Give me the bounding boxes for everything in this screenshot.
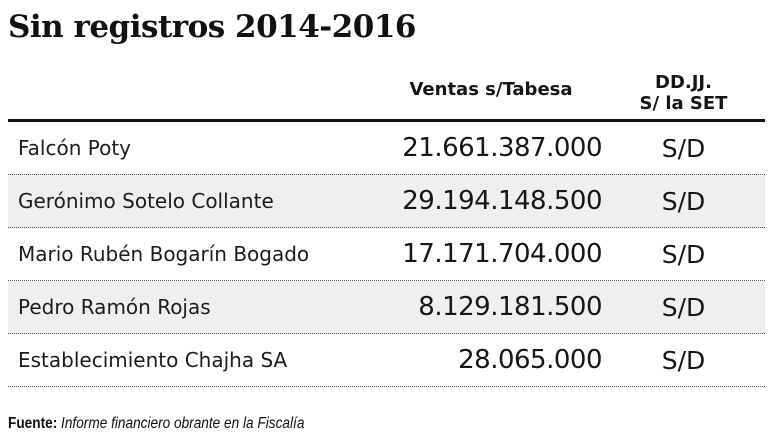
row-dd: S/D: [661, 186, 706, 216]
row-name: Mario Rubén Bogarín Bogado: [18, 242, 310, 266]
table-row: Falcón Poty 21.661.387.000 S/D: [8, 122, 765, 175]
column-header-ddjj-line1: DD.JJ.: [655, 72, 712, 93]
row-dd: S/D: [661, 239, 706, 269]
source-label: Fuente:: [8, 415, 58, 432]
table-body: Falcón Poty 21.661.387.000 S/D Gerónimo …: [8, 122, 765, 387]
row-value: 28.065.000: [458, 345, 602, 375]
data-table: Ventas s/Tabesa DD.JJ. S/ la SET Falcón …: [8, 48, 765, 387]
page-title: Sin registros 2014-2016: [8, 9, 416, 45]
row-name: Pedro Ramón Rojas: [18, 295, 211, 319]
table-row: Pedro Ramón Rojas 8.129.181.500 S/D: [8, 281, 765, 334]
table-row: Establecimiento Chajha SA 28.065.000 S/D: [8, 334, 765, 387]
row-value: 8.129.181.500: [418, 292, 602, 322]
row-name: Gerónimo Sotelo Collante: [18, 189, 274, 213]
row-name: Establecimiento Chajha SA: [18, 348, 288, 372]
column-header-ddjj-line2: S/ la SET: [639, 93, 728, 114]
column-header-ventas: Ventas s/Tabesa: [409, 79, 573, 100]
row-value: 21.661.387.000: [402, 133, 602, 163]
table-header-row: Ventas s/Tabesa DD.JJ. S/ la SET: [8, 48, 765, 122]
row-value: 29.194.148.500: [402, 186, 602, 216]
row-value: 17.171.704.000: [402, 239, 602, 269]
infographic-page: Sin registros 2014-2016 Ventas s/Tabesa …: [0, 6, 770, 439]
source-text: Informe financiero obrante en la Fiscalí…: [57, 415, 305, 432]
row-dd: S/D: [661, 345, 706, 375]
column-header-ddjj: DD.JJ. S/ la SET: [602, 72, 765, 119]
table-row: Gerónimo Sotelo Collante 29.194.148.500 …: [8, 175, 765, 228]
row-dd: S/D: [661, 292, 706, 322]
source-note: Fuente: Informe financiero obrante en la…: [8, 415, 304, 433]
table-row: Mario Rubén Bogarín Bogado 17.171.704.00…: [8, 228, 765, 281]
row-dd: S/D: [661, 133, 706, 163]
row-name: Falcón Poty: [18, 136, 132, 160]
